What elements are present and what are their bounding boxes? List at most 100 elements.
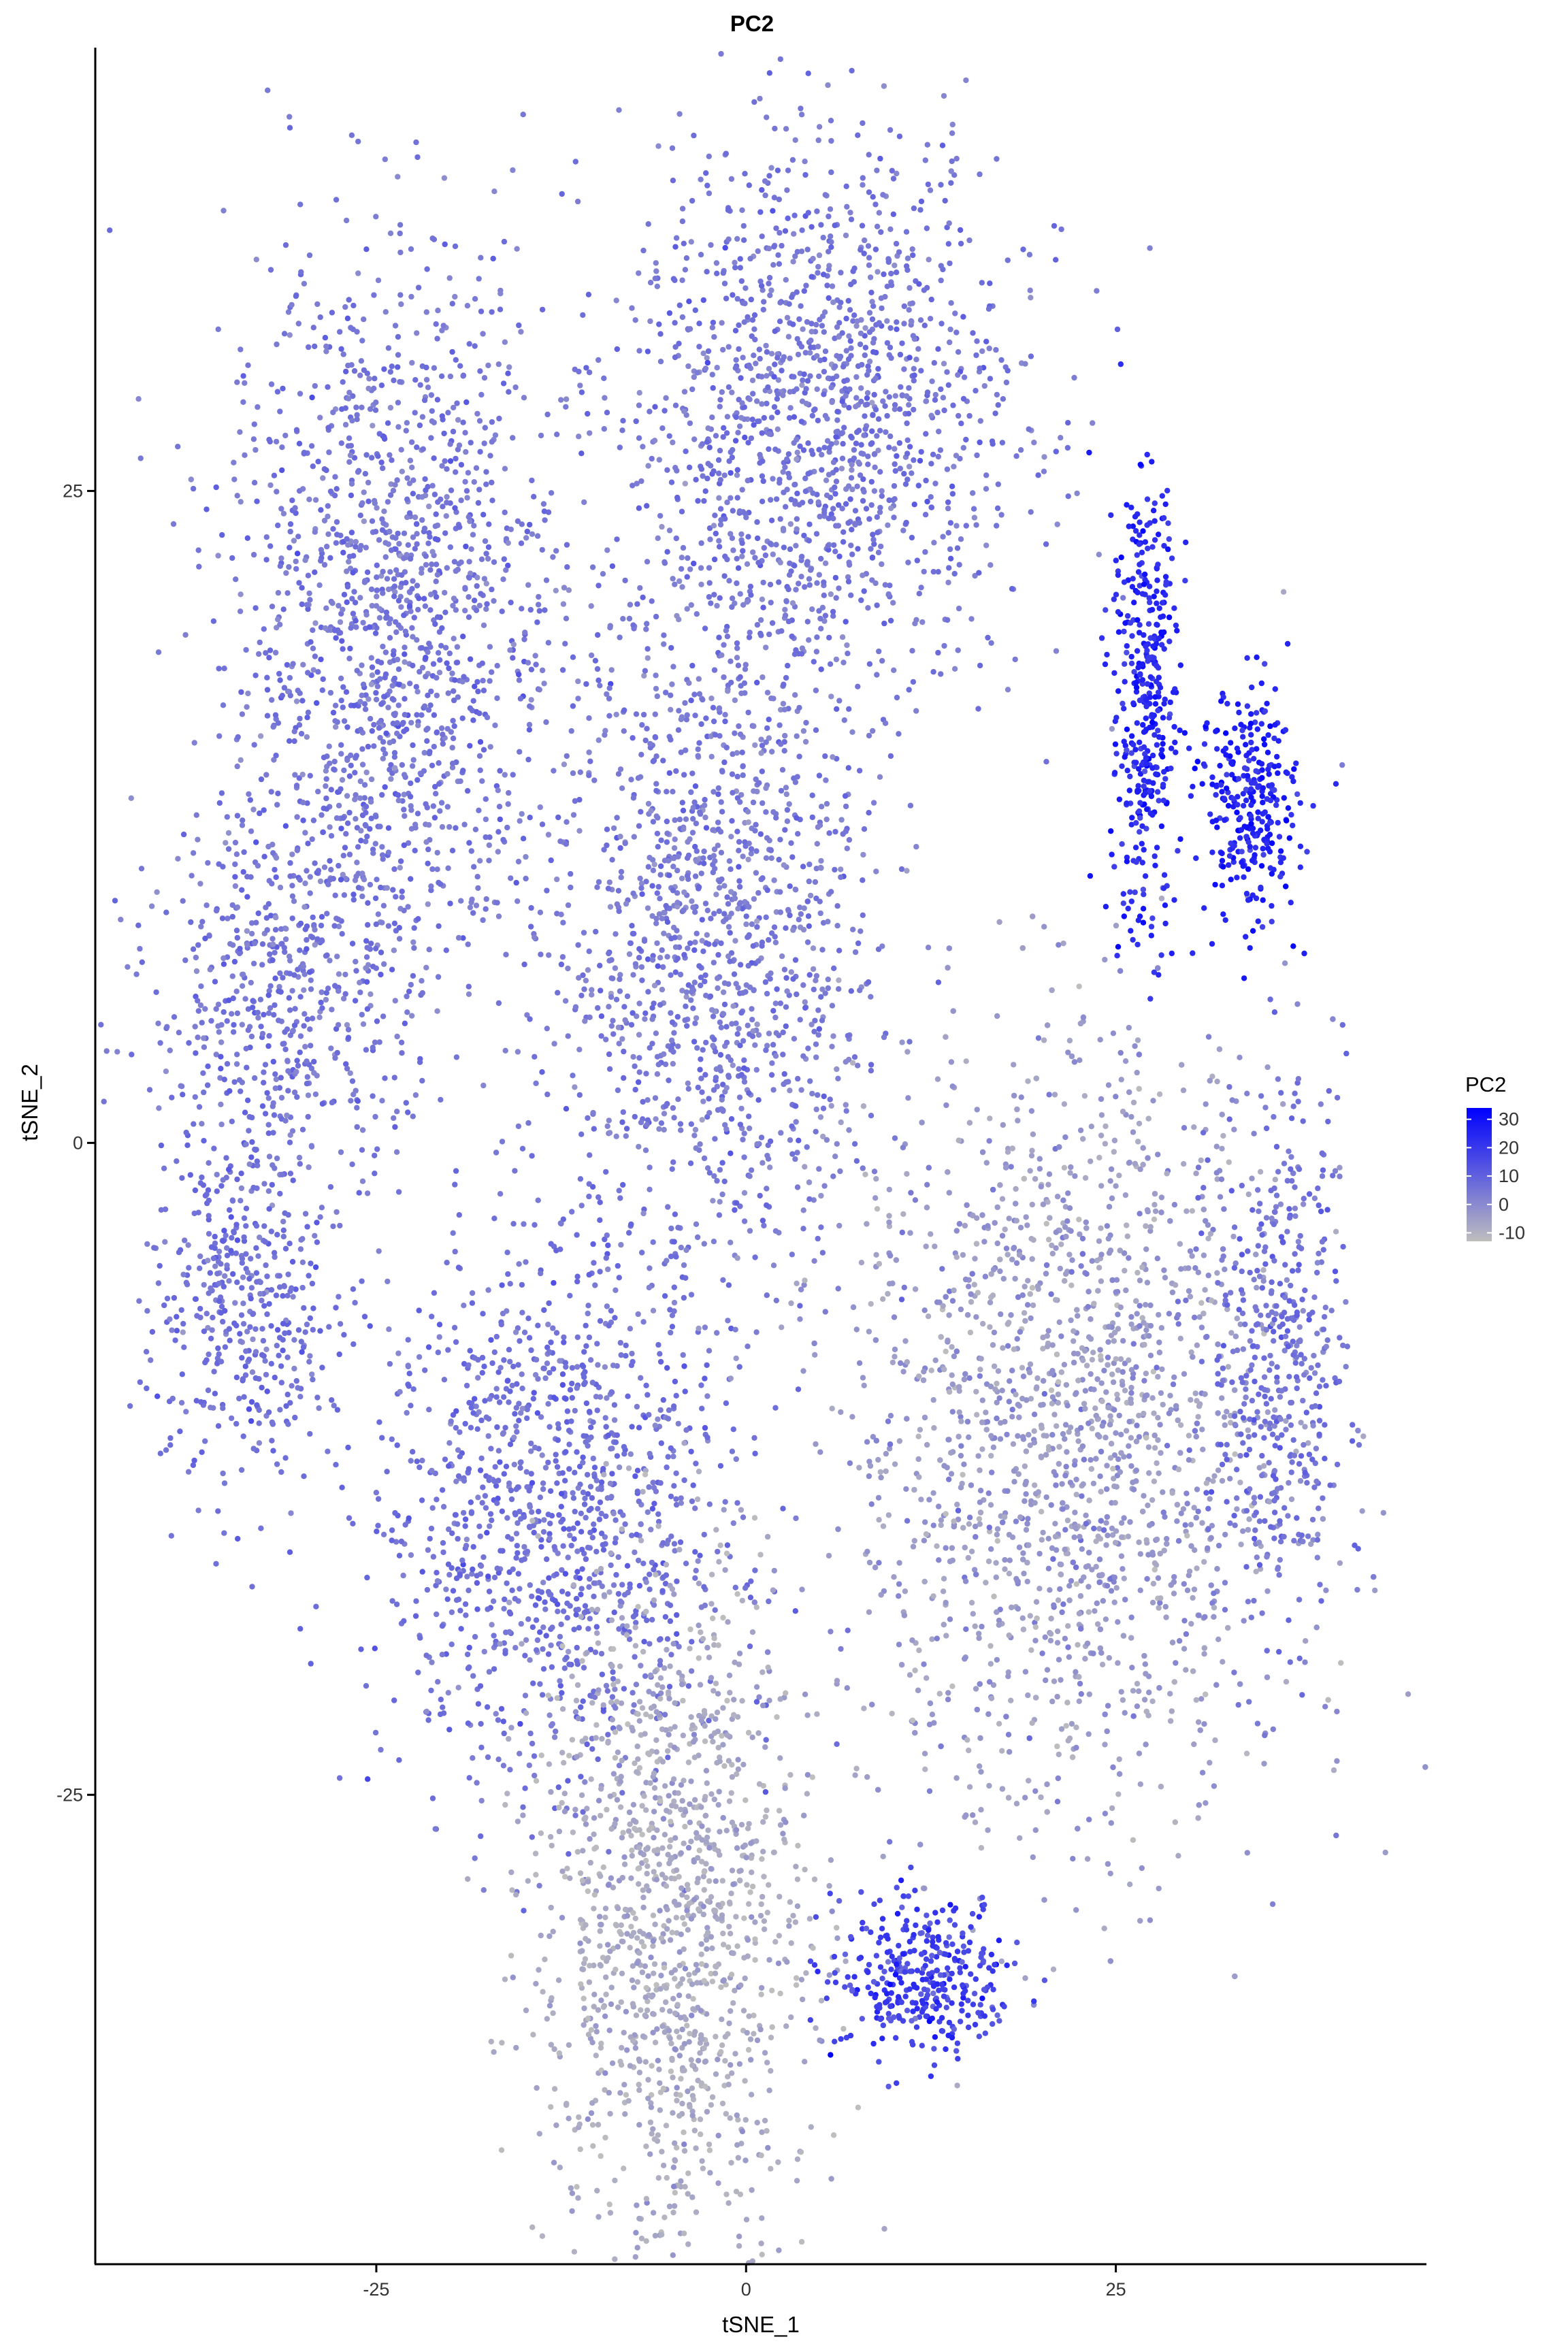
point-c0-1224 (491, 189, 497, 195)
point-c4-1186 (887, 433, 894, 440)
point-c3-636 (579, 1546, 585, 1553)
point-c1-129 (354, 1124, 360, 1130)
point-c0-137 (307, 772, 313, 779)
point-c3-821 (583, 1514, 589, 1521)
point-c4-117 (848, 542, 854, 549)
point-c3-13 (484, 1530, 490, 1536)
point-c0-501 (475, 688, 481, 695)
point-c2-330 (127, 1403, 133, 1409)
point-c4-729 (871, 391, 877, 398)
point-c3-597 (528, 1440, 534, 1447)
point-c1-428 (205, 860, 211, 866)
point-c2-46 (137, 1379, 143, 1386)
point-c0-1086 (373, 813, 379, 820)
point-c3-350 (670, 1453, 676, 1460)
point-c0-1332 (373, 945, 379, 952)
point-c4-1071 (832, 549, 838, 555)
point-c3-201 (576, 1463, 583, 1470)
point-c3-768 (578, 1704, 584, 1710)
point-c1-284 (327, 958, 333, 964)
point-c3-507 (419, 1497, 425, 1503)
point-c2-273 (249, 1369, 256, 1375)
point-c0-368 (284, 662, 291, 668)
point-c0-839 (301, 280, 308, 287)
point-c0-105 (323, 348, 329, 355)
point-c0-1035 (274, 341, 280, 348)
point-c4-1322 (937, 447, 944, 453)
point-c2-298 (208, 1244, 215, 1250)
point-c0-1262 (489, 439, 495, 445)
point-c0-521 (360, 619, 366, 626)
point-c4-429 (961, 374, 968, 380)
point-c4-11 (705, 348, 712, 355)
point-c4-1090 (1003, 379, 1010, 386)
point-c4-1052 (830, 613, 836, 619)
point-c0-1427 (387, 404, 394, 411)
point-c2-107 (263, 1262, 269, 1269)
point-c3-1152 (544, 1360, 551, 1367)
point-c4-650 (838, 270, 844, 276)
point-c3-1067 (606, 1322, 612, 1329)
point-c3-1141 (485, 1287, 491, 1293)
point-c1-213 (364, 945, 370, 951)
point-c1-222 (203, 902, 210, 909)
point-c4-109 (804, 378, 811, 384)
point-c3-680 (636, 1424, 642, 1431)
point-c0-93 (410, 578, 416, 584)
point-c2-348 (254, 1279, 260, 1285)
point-c1-141 (197, 1253, 203, 1260)
point-c4-107 (948, 300, 954, 306)
point-c0-448 (321, 517, 328, 524)
point-c4-1220 (782, 606, 788, 612)
point-c3-448 (514, 1428, 520, 1435)
point-c4-297 (636, 348, 642, 354)
point-c3-668 (566, 1427, 572, 1434)
point-c4-1344 (887, 505, 894, 511)
point-c4-30 (585, 291, 592, 297)
point-c1-117 (250, 960, 257, 967)
point-c3-540 (495, 1757, 502, 1763)
point-c0-71 (425, 846, 431, 853)
point-c3-508 (426, 1407, 432, 1413)
point-c2-138 (220, 1470, 226, 1477)
point-c2-240 (235, 1535, 241, 1542)
point-c3-1130 (505, 1377, 511, 1384)
point-c3-162 (569, 1380, 575, 1387)
point-c3-183 (644, 1617, 650, 1624)
point-c3-1054 (392, 1509, 398, 1516)
point-c0-472 (397, 230, 403, 237)
point-c3-657 (752, 1450, 758, 1456)
point-c1-246 (406, 988, 412, 995)
point-c2-228 (268, 1228, 274, 1235)
point-c1-95 (267, 913, 274, 919)
point-c4-1031 (790, 321, 796, 327)
point-c1-468 (197, 1002, 204, 1009)
point-c0-812 (378, 573, 385, 579)
point-c1-14 (344, 1022, 350, 1028)
point-c4-165 (874, 223, 881, 229)
point-c4-790 (960, 395, 967, 402)
point-c3-960 (730, 1520, 737, 1526)
point-c3-533 (297, 1626, 304, 1632)
point-c0-443 (473, 465, 480, 471)
point-c3-1121 (496, 1399, 503, 1405)
point-c0-360 (290, 1177, 296, 1183)
point-c0-278 (440, 504, 446, 510)
point-c0-1371 (429, 549, 436, 555)
point-c4-795 (792, 253, 798, 259)
point-c4-271 (949, 121, 956, 128)
point-c1-241 (405, 1109, 411, 1115)
point-c1-294 (282, 1046, 289, 1053)
point-c3-54 (664, 1464, 670, 1471)
point-c4-701 (993, 346, 999, 353)
point-c3-474 (507, 1281, 513, 1287)
point-c3-127 (497, 1191, 504, 1197)
point-c0-62 (420, 446, 426, 452)
point-c4-875 (679, 206, 686, 212)
point-c3-1064 (485, 1433, 491, 1439)
point-c3-665 (581, 1433, 587, 1439)
point-c1-52 (338, 786, 344, 792)
point-c3-624 (428, 1687, 434, 1694)
point-c4-1092 (752, 555, 758, 561)
point-c4-340 (682, 267, 689, 273)
